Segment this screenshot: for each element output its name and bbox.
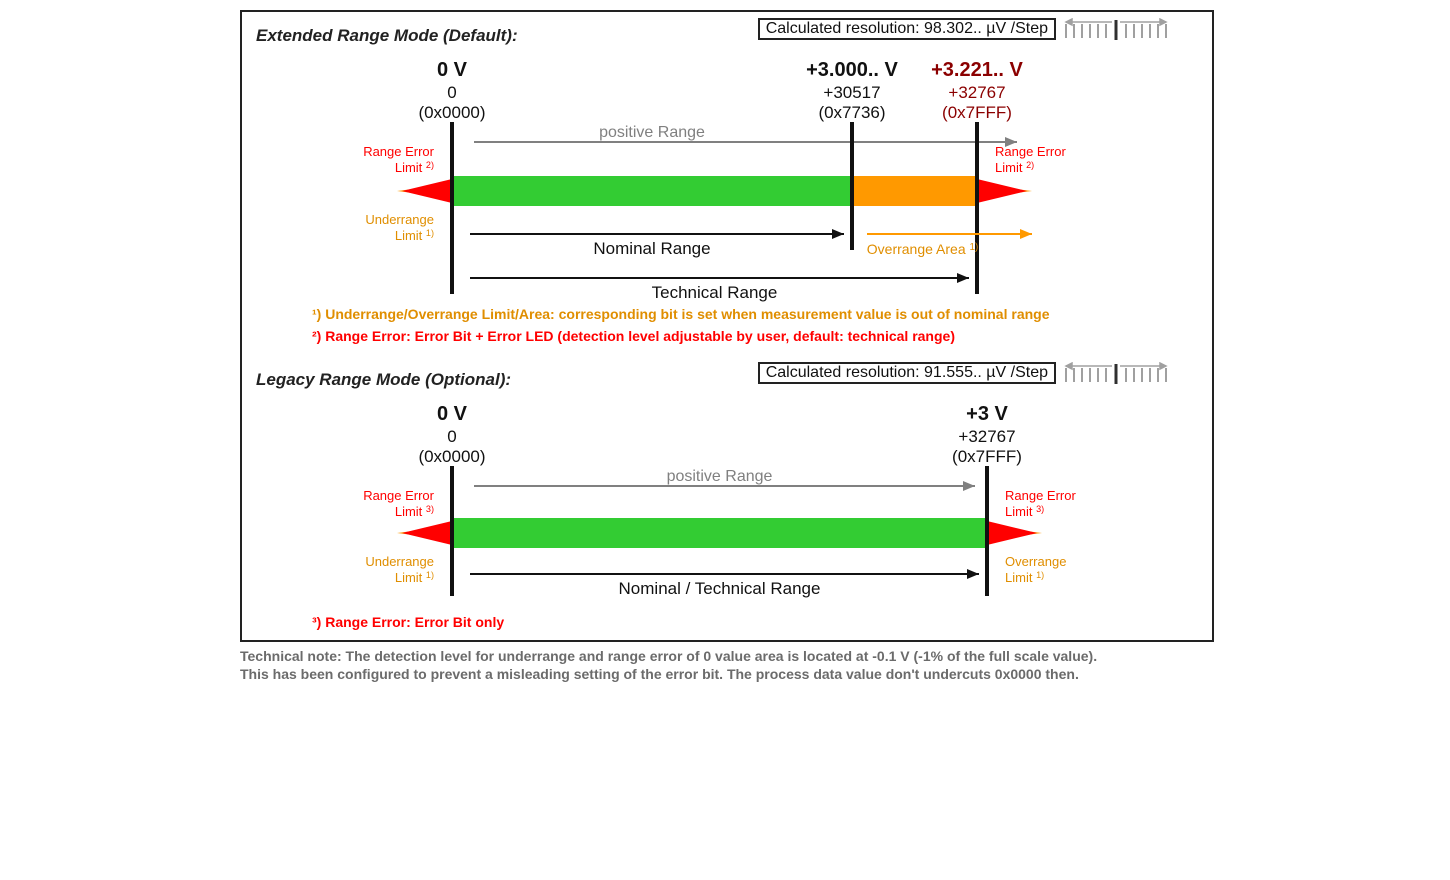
svg-text:Limit 2): Limit 2) <box>995 160 1034 175</box>
resolution-ticks-icon <box>1062 18 1172 40</box>
footnote-3: ³) Range Error: Error Bit only <box>242 614 1212 630</box>
svg-text:Range Error: Range Error <box>363 144 434 159</box>
svg-text:Nominal Range: Nominal Range <box>593 239 710 258</box>
svg-text:(0x0000): (0x0000) <box>418 103 485 122</box>
extended-header: Extended Range Mode (Default): Calculate… <box>242 12 1212 46</box>
svg-text:Limit 3): Limit 3) <box>395 504 434 519</box>
extended-resolution-box: Calculated resolution: 98.302.. µV /Step <box>758 18 1056 40</box>
extended-title: Extended Range Mode (Default): <box>242 18 518 46</box>
svg-text:(0x7FFF): (0x7FFF) <box>942 103 1012 122</box>
svg-text:Limit 2): Limit 2) <box>395 160 434 175</box>
legacy-resolution-box: Calculated resolution: 91.555.. µV /Step <box>758 362 1056 384</box>
svg-text:+32767: +32767 <box>958 427 1015 446</box>
legacy-diagram: 0 V 0(0x0000) +3 V +32767(0x7FFF) positive R… <box>242 390 1212 610</box>
svg-text:Range Error: Range Error <box>363 488 434 503</box>
technote-line1: Technical note: The detection level for … <box>240 648 1097 664</box>
resolution-ticks-icon <box>1062 362 1172 384</box>
svg-text:positive Range: positive Range <box>599 124 705 141</box>
svg-text:+3.221.. V: +3.221.. V <box>931 59 1023 81</box>
svg-text:+30517: +30517 <box>823 83 880 102</box>
svg-text:Limit 1): Limit 1) <box>395 228 434 243</box>
footnote-2: ²) Range Error: Error Bit + Error LED (d… <box>242 328 1212 344</box>
svg-text:Overrange Area 1): Overrange Area 1) <box>867 241 978 257</box>
svg-text:(0x0000): (0x0000) <box>418 447 485 466</box>
svg-text:0 V: 0 V <box>437 59 468 81</box>
svg-text:Limit 1): Limit 1) <box>395 570 434 585</box>
technote-line2: This has been configured to prevent a mi… <box>240 666 1079 682</box>
svg-text:positive Range: positive Range <box>667 468 773 485</box>
svg-text:Technical Range: Technical Range <box>652 283 778 302</box>
extended-diagram: 0 V 0(0x0000) +3.000.. V +30517(0x7736) +3.2… <box>242 46 1212 306</box>
svg-text:(0x7FFF): (0x7FFF) <box>952 447 1022 466</box>
technical-note: Technical note: The detection level for … <box>240 648 1210 683</box>
svg-text:Range Error: Range Error <box>995 144 1066 159</box>
svg-text:+3.000.. V: +3.000.. V <box>806 59 898 81</box>
svg-text:0: 0 <box>447 83 456 102</box>
legacy-header: Legacy Range Mode (Optional): Calculated… <box>242 356 1212 390</box>
svg-text:+3 V: +3 V <box>966 403 1008 425</box>
svg-text:(0x7736): (0x7736) <box>818 103 885 122</box>
svg-text:Nominal / Technical Range: Nominal / Technical Range <box>619 579 821 598</box>
svg-text:Underrange: Underrange <box>365 212 434 227</box>
svg-text:Limit 1): Limit 1) <box>1005 570 1044 585</box>
svg-text:Underrange: Underrange <box>365 554 434 569</box>
diagram-frame: Extended Range Mode (Default): Calculate… <box>240 10 1214 642</box>
svg-text:0: 0 <box>447 427 456 446</box>
svg-text:Overrange: Overrange <box>1005 554 1066 569</box>
legacy-title: Legacy Range Mode (Optional): <box>242 362 511 390</box>
svg-text:Limit 3): Limit 3) <box>1005 504 1044 519</box>
svg-text:0 V: 0 V <box>437 403 468 425</box>
svg-text:+32767: +32767 <box>948 83 1005 102</box>
svg-text:Range Error: Range Error <box>1005 488 1076 503</box>
footnote-1: ¹) Underrange/Overrange Limit/Area: corr… <box>242 306 1212 322</box>
